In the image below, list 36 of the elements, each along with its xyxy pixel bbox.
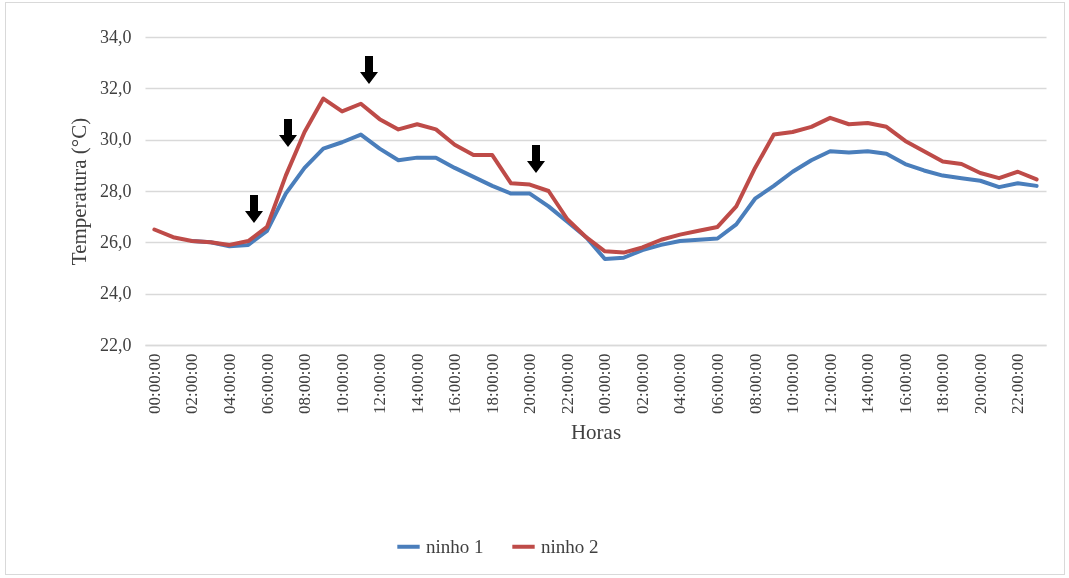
- y-axis-title: Temperatura (°C): [67, 117, 91, 266]
- y-tick-label: 32,0: [100, 77, 132, 98]
- y-tick-label: 24,0: [100, 283, 132, 304]
- x-tick-label: 00:00:00: [144, 353, 164, 414]
- y-tick-label: 26,0: [100, 231, 132, 252]
- y-tick-label: 34,0: [100, 26, 132, 47]
- x-tick-label: 20:00:00: [520, 353, 540, 414]
- y-tick-label: 28,0: [100, 180, 132, 201]
- x-tick-label: 04:00:00: [219, 353, 239, 414]
- x-tick-label: 10:00:00: [783, 353, 803, 414]
- y-tick-label: 30,0: [100, 129, 132, 150]
- legend-label: ninho 1: [426, 535, 484, 557]
- x-tick-label: 06:00:00: [257, 353, 277, 414]
- x-tick-label: 22:00:00: [1008, 353, 1028, 414]
- x-tick-label: 06:00:00: [708, 353, 728, 414]
- line-series: [152, 96, 1039, 255]
- x-tick-label: 16:00:00: [895, 353, 915, 414]
- x-tick-label: 18:00:00: [482, 353, 502, 414]
- x-tick-label: 22:00:00: [557, 353, 577, 414]
- x-tick-label: 20:00:00: [970, 353, 990, 414]
- x-tick-label: 16:00:00: [445, 353, 465, 414]
- x-tick-label: 14:00:00: [858, 353, 878, 414]
- x-tick-label: 12:00:00: [820, 353, 840, 414]
- y-tick-label: 22,0: [100, 334, 132, 355]
- x-tick-label: 04:00:00: [670, 353, 690, 414]
- x-tick-label: 10:00:00: [332, 353, 352, 414]
- x-tick-label: 02:00:00: [182, 353, 202, 414]
- x-tick-label: 08:00:00: [295, 353, 315, 414]
- x-tick-label: 08:00:00: [745, 353, 765, 414]
- x-tick-label: 02:00:00: [632, 353, 652, 414]
- legend-label: ninho 2: [541, 535, 599, 557]
- x-tick-label: 14:00:00: [407, 353, 427, 414]
- x-axis-title: Horas: [570, 419, 622, 444]
- x-tick-label: 12:00:00: [370, 353, 390, 414]
- x-tick-label: 00:00:00: [595, 353, 615, 414]
- x-tick-label: 18:00:00: [933, 353, 953, 414]
